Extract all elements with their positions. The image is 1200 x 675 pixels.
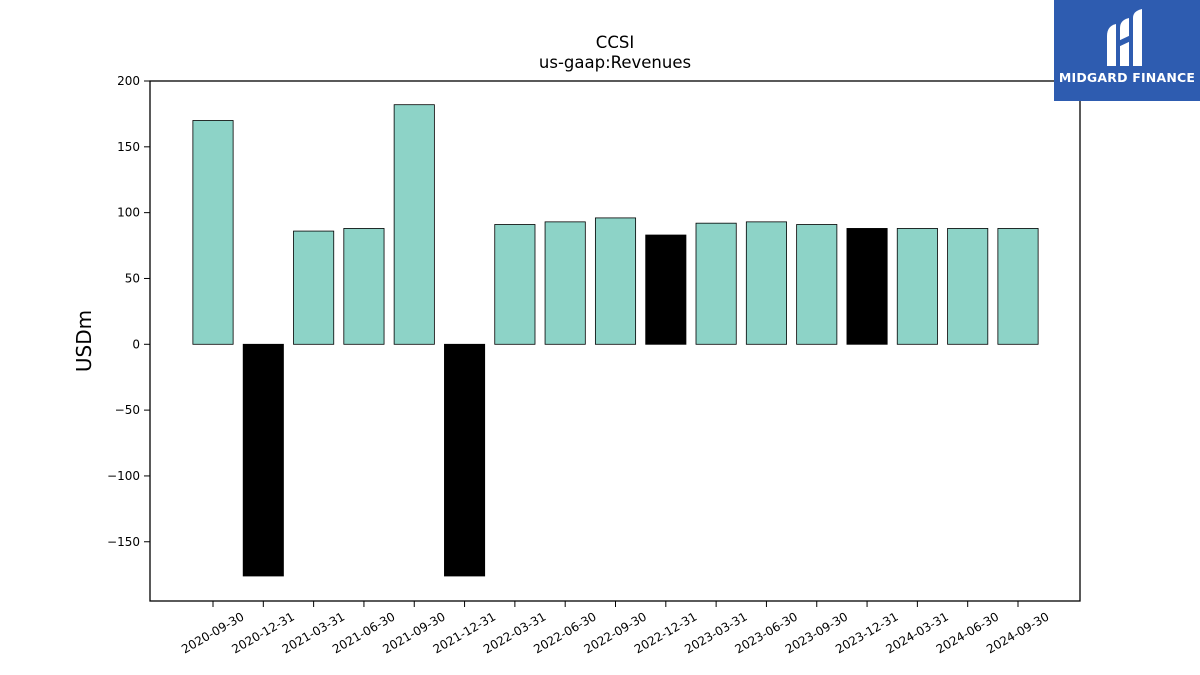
- y-axis-label: USDm: [72, 310, 96, 372]
- bar-2023-09-30: [796, 224, 838, 345]
- bar-2022-06-30: [544, 221, 586, 345]
- bar-2021-09-30: [393, 104, 435, 345]
- y-tick-label: 0: [132, 337, 140, 351]
- bar-2022-12-31: [645, 234, 687, 345]
- bar-2024-03-31: [896, 228, 938, 345]
- chart-subtitle: us-gaap:Revenues: [539, 53, 691, 72]
- y-ticks-group: −150 −100 −50 0 50 100 150 200: [107, 74, 150, 549]
- bars-group: [192, 104, 1039, 577]
- y-tick-label: −50: [115, 403, 140, 417]
- plot-frame: [149, 80, 1081, 602]
- bar-2020-09-30: [192, 120, 234, 345]
- bar-2024-09-30: [997, 228, 1039, 345]
- chart-title: CCSI: [596, 33, 634, 52]
- midgard-logo-icon: [1107, 9, 1142, 66]
- brand-name: MIDGARD FINANCE: [1058, 70, 1196, 85]
- bar-2020-12-31: [242, 343, 284, 577]
- bar-2021-03-31: [293, 230, 335, 345]
- bar-2022-03-31: [494, 224, 536, 345]
- bar-2022-09-30: [594, 217, 637, 345]
- bar-2023-12-31: [846, 228, 888, 345]
- x-ticks-group: 2020-09-302020-12-312021-03-312021-06-30…: [179, 601, 1052, 656]
- y-tick-label: 150: [117, 140, 140, 154]
- bar-2024-06-30: [947, 228, 989, 345]
- y-tick-label: −100: [107, 469, 140, 483]
- y-tick-label: 200: [117, 74, 140, 88]
- bar-2023-03-31: [695, 222, 737, 345]
- bar-2021-06-30: [343, 228, 385, 345]
- bar-2023-06-30: [745, 221, 787, 345]
- y-tick-label: 50: [125, 271, 140, 285]
- brand-logo: MIDGARD FINANCE: [1054, 0, 1200, 101]
- bar-2021-12-31: [444, 343, 486, 577]
- y-tick-label: 100: [117, 206, 140, 220]
- y-tick-label: −150: [107, 535, 140, 549]
